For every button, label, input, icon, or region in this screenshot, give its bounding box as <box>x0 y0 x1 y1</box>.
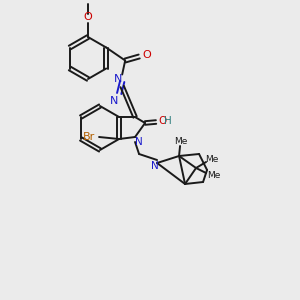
Text: N: N <box>114 74 122 85</box>
Text: Br: Br <box>83 132 95 142</box>
Text: N: N <box>135 137 143 147</box>
Text: O: O <box>158 116 166 126</box>
Text: H: H <box>164 116 172 126</box>
Text: Me: Me <box>206 155 219 164</box>
Text: N: N <box>151 161 159 171</box>
Text: O: O <box>143 50 152 61</box>
Text: Me: Me <box>174 137 188 146</box>
Text: N: N <box>110 95 118 106</box>
Text: Me: Me <box>207 172 221 181</box>
Text: O: O <box>84 12 92 22</box>
